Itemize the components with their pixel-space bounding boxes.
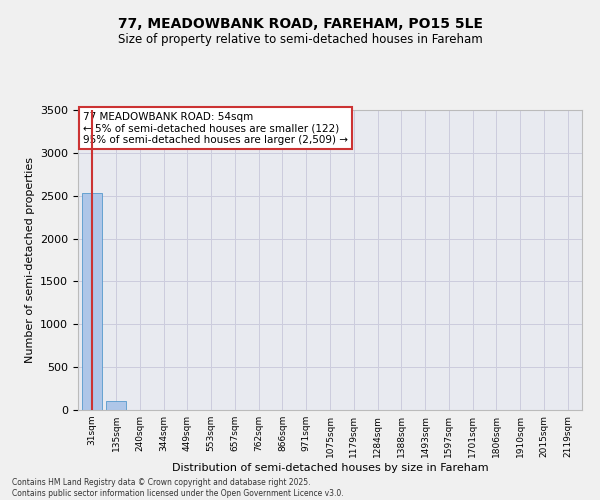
- Bar: [82, 193, 103, 410]
- Text: 77, MEADOWBANK ROAD, FAREHAM, PO15 5LE: 77, MEADOWBANK ROAD, FAREHAM, PO15 5LE: [118, 18, 482, 32]
- Text: 77 MEADOWBANK ROAD: 54sqm
← 5% of semi-detached houses are smaller (122)
95% of : 77 MEADOWBANK ROAD: 54sqm ← 5% of semi-d…: [83, 112, 348, 144]
- Text: Contains HM Land Registry data © Crown copyright and database right 2025.
Contai: Contains HM Land Registry data © Crown c…: [12, 478, 344, 498]
- Y-axis label: Number of semi-detached properties: Number of semi-detached properties: [25, 157, 35, 363]
- X-axis label: Distribution of semi-detached houses by size in Fareham: Distribution of semi-detached houses by …: [172, 462, 488, 472]
- Text: Size of property relative to semi-detached houses in Fareham: Size of property relative to semi-detach…: [118, 32, 482, 46]
- Bar: [106, 401, 126, 410]
